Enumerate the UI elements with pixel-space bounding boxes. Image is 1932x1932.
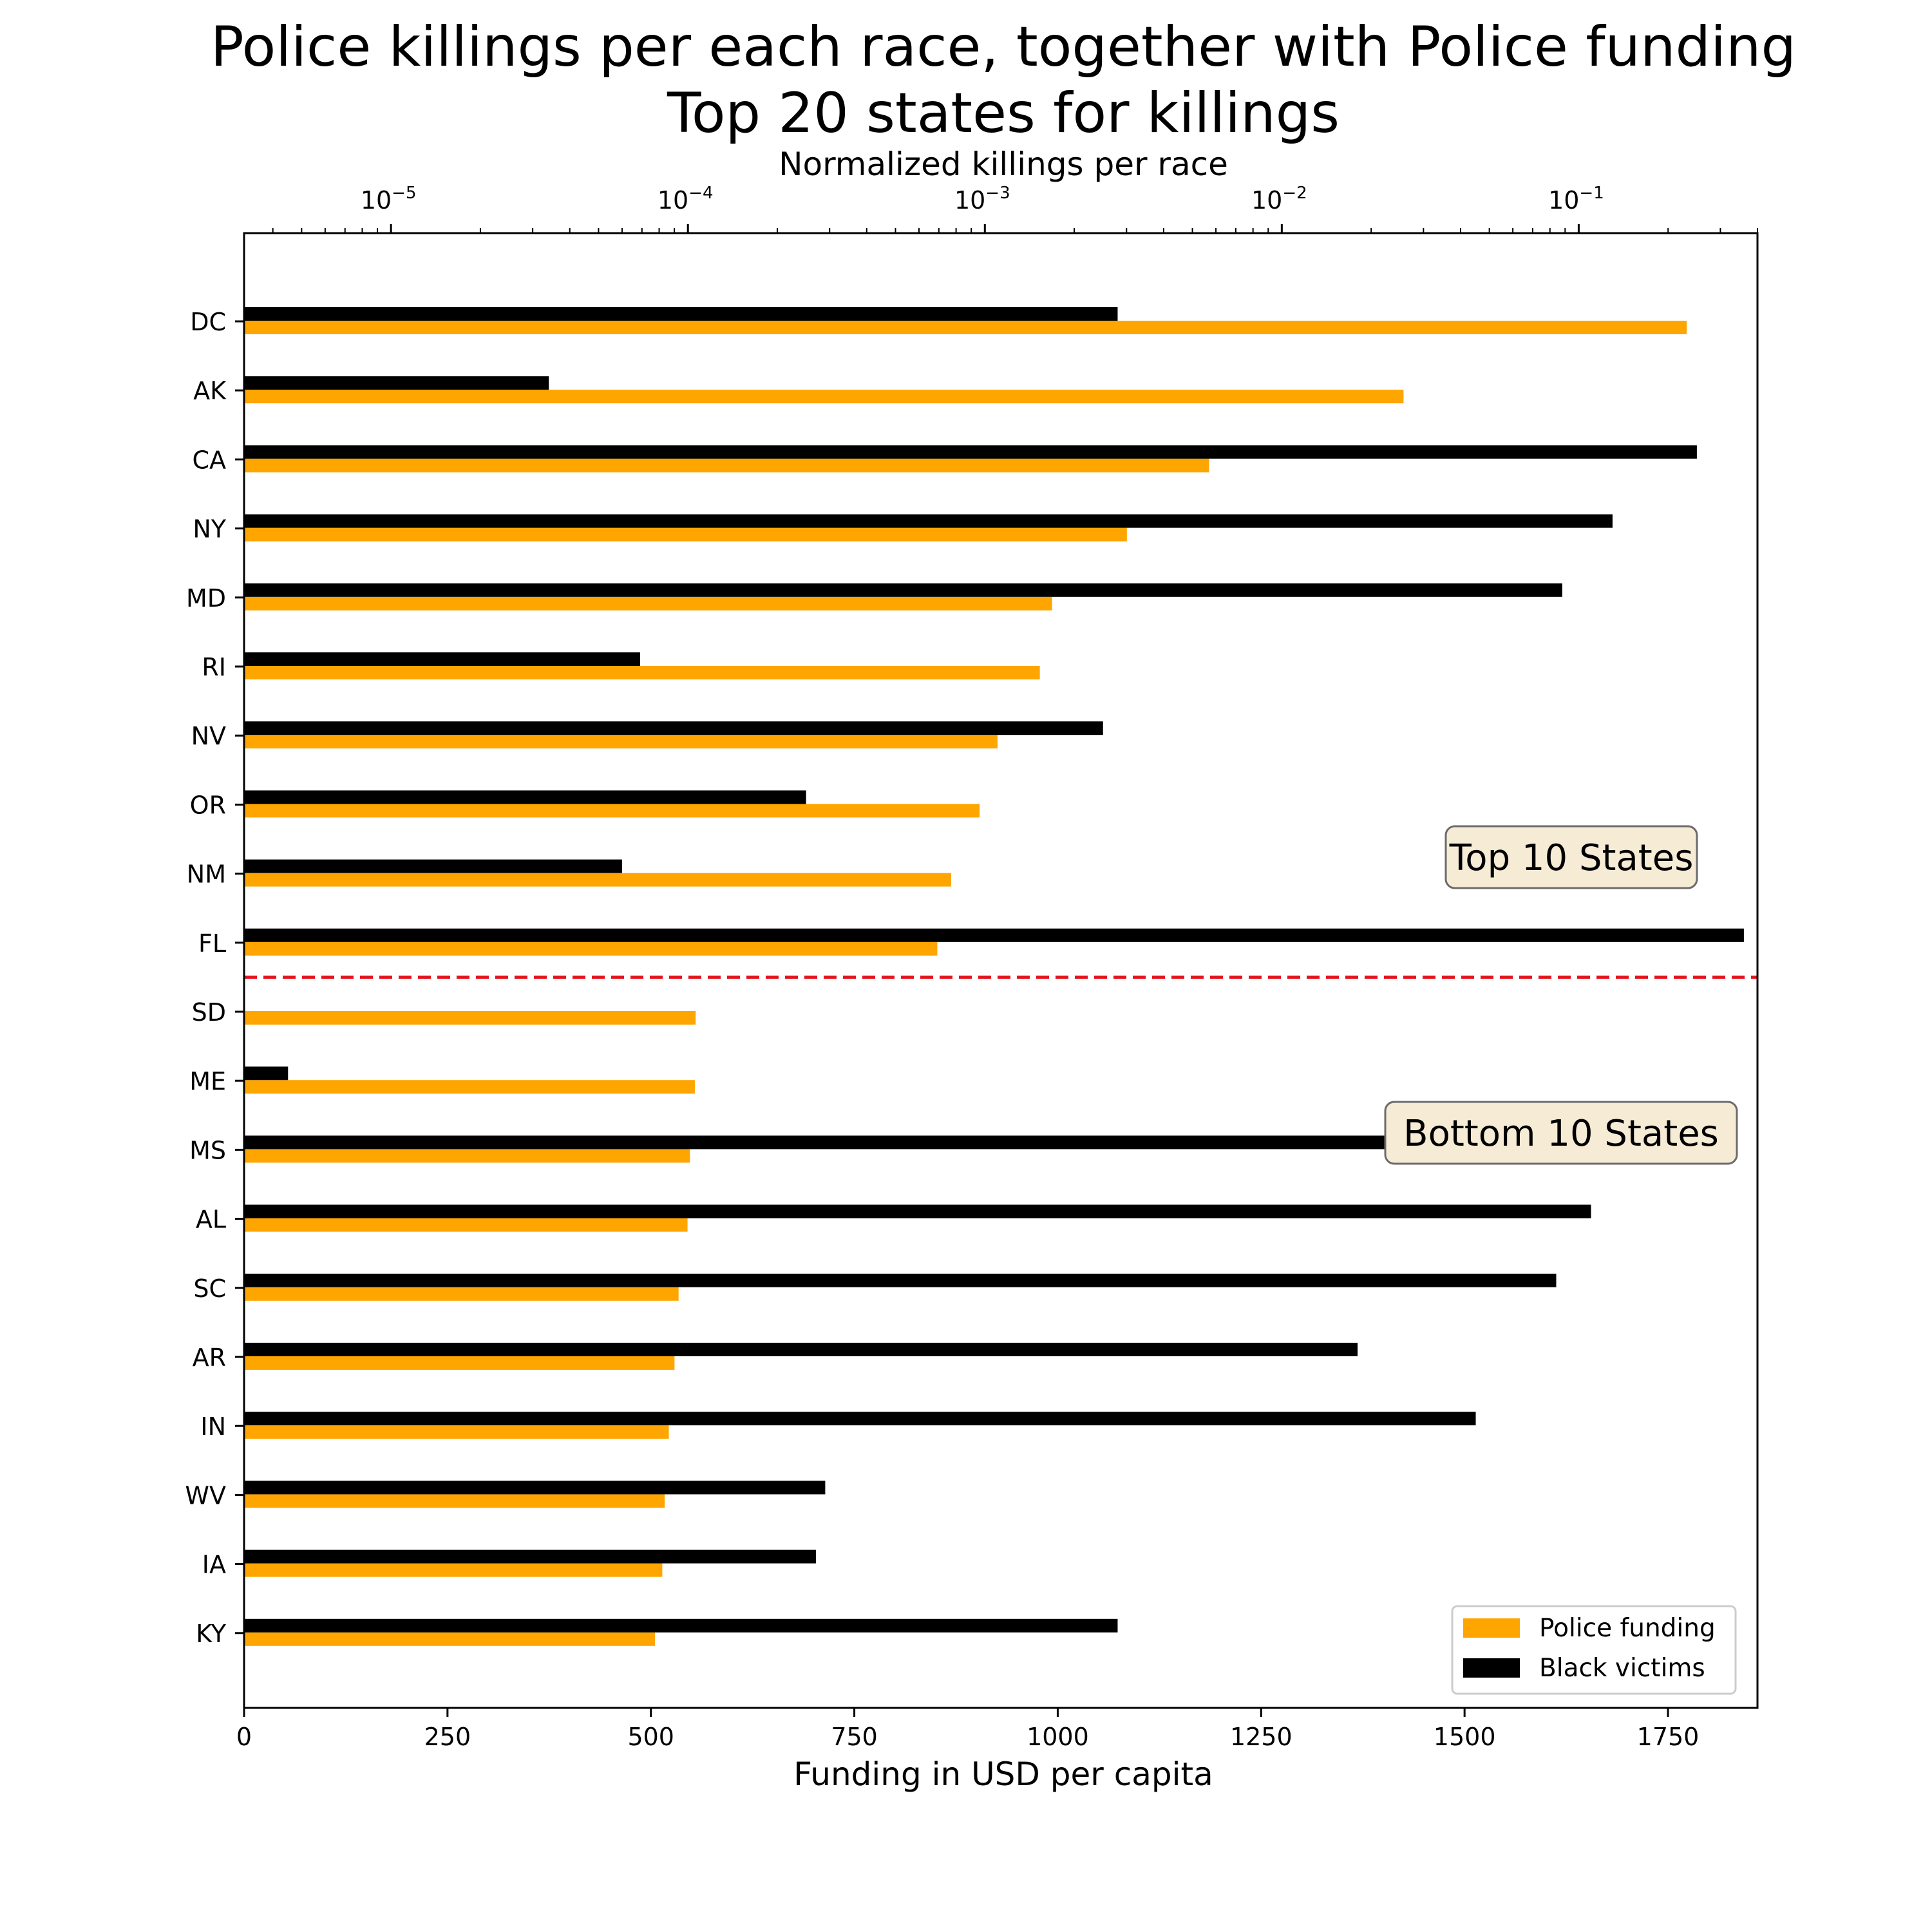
bar-black-victims-fl [244, 928, 1744, 942]
x-tick-label: 250 [424, 1723, 471, 1751]
y-tick-label: MS [189, 1136, 226, 1164]
x2-tick-label: 10−4 [658, 184, 714, 214]
legend-swatch-black-victims [1463, 1658, 1520, 1678]
y-tick-label: FL [198, 929, 226, 958]
bar-black-victims-dc [244, 307, 1118, 321]
x2-tick-label: 10−3 [954, 184, 1010, 214]
annotation-bottom-10: Bottom 10 States [1384, 1101, 1738, 1165]
annotation-bottom-10-text: Bottom 10 States [1403, 1113, 1719, 1155]
bar-police-funding-ar [244, 1356, 675, 1370]
bar-black-victims-in [244, 1412, 1476, 1426]
annotation-bottom-10-box [1384, 1101, 1738, 1165]
bar-black-victims-al [244, 1204, 1591, 1218]
bar-police-funding-dc [244, 321, 1687, 334]
y-tick-label: CA [192, 446, 226, 474]
bar-police-funding-ms [244, 1149, 690, 1163]
x2-tick-label: 10−5 [361, 184, 417, 214]
bar-black-victims-ar [244, 1343, 1358, 1356]
plot-frame [243, 232, 1759, 1709]
bar-police-funding-fl [244, 942, 938, 956]
legend-swatch-police-funding [1463, 1618, 1520, 1638]
x-tick-label: 0 [236, 1723, 252, 1751]
y-tick-label: AL [196, 1206, 226, 1234]
bars [244, 307, 1744, 1646]
y-tick-label: SD [192, 998, 226, 1027]
bar-black-victims-or [244, 790, 806, 804]
annotation-top-10-text: Top 10 States [1449, 837, 1694, 879]
x-axis-top: 10−5 10−4 10−3 10−2 10−1 [272, 184, 1758, 233]
legend-label-police-funding: Police funding [1539, 1614, 1716, 1643]
annotation-top-10-box [1444, 825, 1698, 889]
bar-black-victims-ky [244, 1618, 1118, 1633]
x-tick-label: 500 [627, 1723, 674, 1751]
bar-police-funding-sc [244, 1287, 679, 1301]
y-tick-label: NM [187, 860, 226, 889]
y-tick-label: WV [185, 1481, 226, 1510]
y-tick-label: NY [193, 515, 226, 544]
bar-police-funding-ca [244, 459, 1209, 473]
y-tick-label: NV [191, 722, 226, 750]
bar-police-funding-ky [244, 1632, 656, 1646]
bar-police-funding-me [244, 1080, 695, 1094]
bar-black-victims-ia [244, 1549, 817, 1564]
x-tick-label: 1500 [1434, 1723, 1496, 1751]
x-tick-label: 1750 [1637, 1723, 1700, 1751]
bar-police-funding-md [244, 596, 1052, 611]
y-tick-label: OR [190, 791, 226, 819]
bar-police-funding-nm [244, 873, 951, 887]
y-tick-label: AR [193, 1343, 226, 1372]
chart-subtitle: Top 20 states for killings [667, 81, 1340, 146]
annotation-top-10: Top 10 States [1444, 825, 1698, 889]
y-axis: DC AK CA NY MD RI NV OR NM FL SD ME MS AL SC AR IN WV IA KY [185, 308, 244, 1648]
bar-black-victims-me [244, 1066, 289, 1081]
bar-black-victims-ms [244, 1135, 1513, 1150]
bar-black-victims-md [244, 583, 1562, 597]
bar-police-funding-ri [244, 666, 1040, 679]
top-axis-label: Normalized killings per race [779, 146, 1228, 183]
x-tick-label: 1250 [1230, 1723, 1293, 1751]
bar-black-victims-wv [244, 1481, 826, 1495]
x-tick-label: 750 [831, 1723, 878, 1751]
y-tick-label: RI [202, 653, 226, 681]
bar-black-victims-nv [244, 721, 1103, 735]
x-axis-bottom: 0 250 500 750 1000 1250 1500 1750 [236, 1708, 1699, 1751]
bar-police-funding-al [244, 1218, 688, 1232]
bar-police-funding-sd [244, 1011, 696, 1025]
bar-police-funding-or [244, 804, 980, 818]
y-tick-label: AK [193, 377, 227, 405]
bar-black-victims-nm [244, 859, 622, 873]
legend-label-black-victims: Black victims [1539, 1654, 1705, 1683]
x2-tick-label: 10−2 [1251, 184, 1307, 214]
bar-police-funding-ak [244, 390, 1404, 404]
x2-tick-label: 10−1 [1548, 184, 1604, 214]
y-tick-label: IN [200, 1412, 226, 1441]
bar-police-funding-nv [244, 735, 998, 749]
bottom-axis-label: Funding in USD per capita [793, 1756, 1213, 1793]
chart-title: Police killings per each race, together … [211, 15, 1796, 79]
bar-black-victims-ca [244, 445, 1697, 459]
legend-frame [1451, 1605, 1737, 1695]
bar-police-funding-wv [244, 1494, 665, 1508]
y-tick-label: DC [190, 308, 226, 336]
x-tick-label: 1000 [1027, 1723, 1089, 1751]
bar-police-funding-ia [244, 1563, 663, 1577]
y-tick-label: KY [196, 1620, 227, 1648]
bar-black-victims-sc [244, 1273, 1557, 1287]
y-tick-label: SC [193, 1274, 226, 1303]
y-tick-label: MD [186, 584, 226, 612]
y-tick-label: IA [202, 1551, 226, 1579]
y-tick-label: ME [189, 1067, 226, 1095]
bar-black-victims-ak [244, 376, 549, 390]
legend: Police funding Black victims [1451, 1605, 1737, 1695]
bar-police-funding-ny [244, 527, 1127, 542]
bar-police-funding-in [244, 1425, 669, 1439]
bar-black-victims-ny [244, 514, 1613, 528]
bar-black-victims-ri [244, 652, 640, 666]
